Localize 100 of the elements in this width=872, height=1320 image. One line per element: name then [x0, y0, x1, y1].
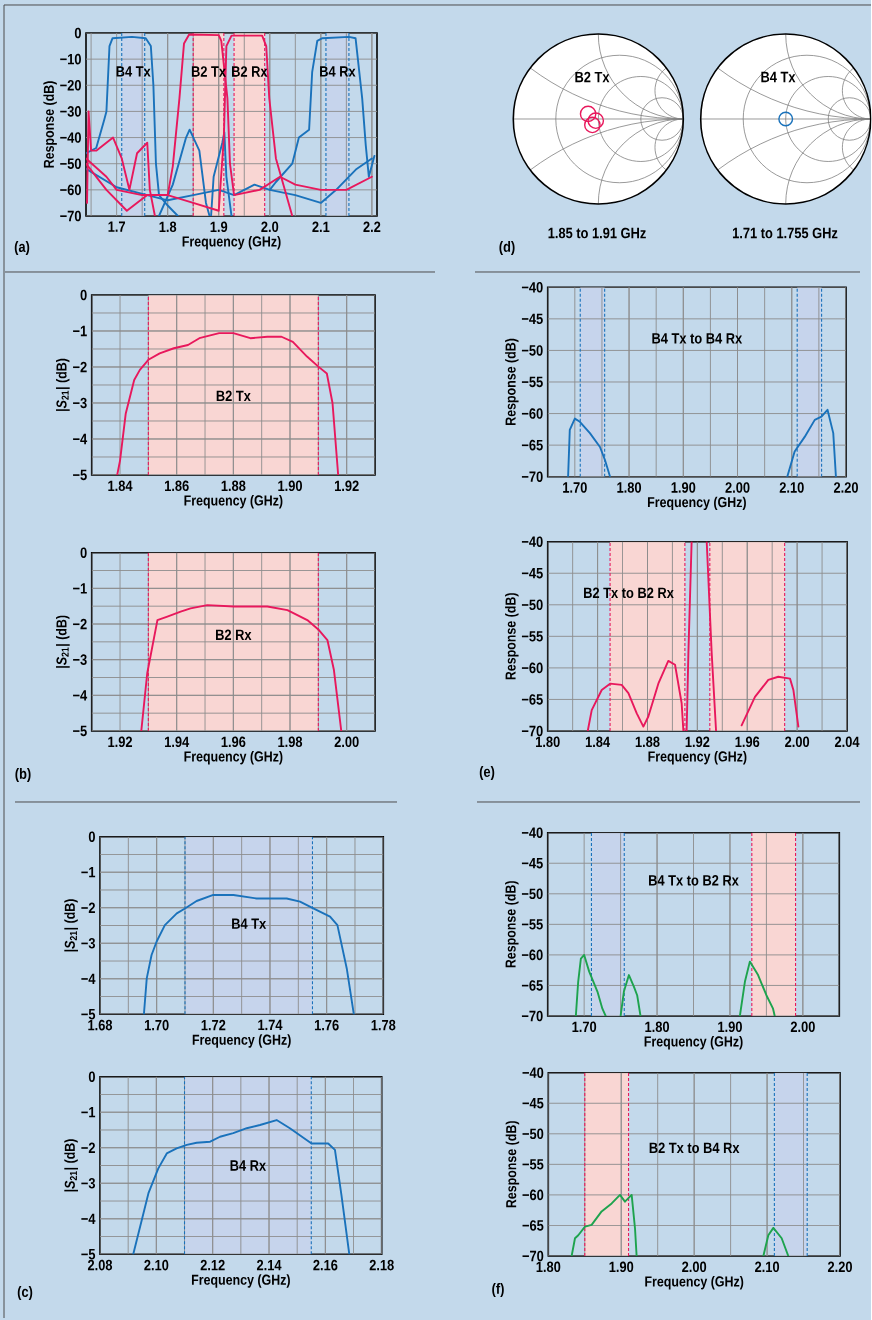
x-tick-label: 1.90 [278, 480, 303, 492]
y-tick-label: −45 [522, 1098, 544, 1109]
x-tick-label: 1.8 [159, 221, 177, 233]
y-axis-title: |S$_{21}$| (dB) [64, 1139, 79, 1192]
x-tick-label: 1.92 [685, 736, 710, 748]
text: (b) [15, 768, 31, 782]
y-tick-label: −60 [522, 408, 543, 419]
x-tick-label: 1.84 [586, 736, 611, 748]
y-tick-label: −3 [81, 1177, 96, 1189]
y-tick-label: −50 [522, 888, 543, 900]
y-tick-label: −1 [81, 1107, 96, 1118]
y-tick-label: −40 [522, 1067, 544, 1078]
y-axis-title: Response (dB) [43, 81, 58, 168]
band-label: B4 Rx [320, 66, 356, 77]
y-tick-label: −1 [81, 867, 96, 878]
x-tick-label: 2.20 [828, 1261, 853, 1273]
band-label: B4 Tx [116, 66, 151, 77]
text: (e) [480, 766, 495, 780]
y-tick-label: 0 [80, 547, 87, 558]
y-tick-label: −65 [522, 1220, 544, 1231]
text: B4 Tx [761, 71, 796, 83]
y-tick-label: −1 [73, 583, 88, 594]
annotation: B4 Tx to B4 Rx [652, 333, 743, 344]
x-tick-label: 1.88 [221, 480, 246, 492]
y-tick-label: −55 [522, 919, 544, 930]
y-tick-label: −3 [73, 654, 87, 665]
x-tick-label: 1.70 [572, 1021, 597, 1033]
x-axis-title: Frequency (GHz) [648, 496, 747, 511]
y-axis-title: |S$_{21}$| (dB) [64, 899, 79, 952]
x-tick-label: 1.72 [201, 1019, 226, 1031]
x-tick-label: 2.0 [261, 221, 279, 233]
y-tick-label: −40 [60, 132, 82, 143]
band-label: B4 Tx [232, 918, 267, 929]
y-axis-title: |S$_{21}$| (dB) [56, 358, 70, 411]
x-tick-label: 1.9 [210, 221, 228, 233]
y-tick-label: −60 [60, 184, 82, 196]
y-tick-label: −3 [73, 397, 87, 409]
y-tick-label: −65 [522, 439, 544, 451]
x-tick-label: 2.16 [313, 1259, 338, 1271]
x-tick-label: 2.12 [200, 1259, 225, 1271]
y-tick-label: 0 [75, 27, 82, 39]
x-tick-label: 2.14 [257, 1259, 282, 1271]
y-tick-label: −2 [81, 902, 96, 913]
x-tick-label: 1.90 [718, 1021, 743, 1033]
x-axis-title: Frequency (GHz) [648, 750, 747, 765]
x-tick-label: 1.84 [108, 480, 133, 492]
y-tick-label: −65 [522, 980, 544, 991]
y-tick-label: −4 [73, 690, 88, 701]
text: 1.71 to 1.755 GHz [733, 227, 838, 239]
x-axis-title: Frequency (GHz) [192, 1274, 291, 1288]
y-tick-label: −2 [81, 1142, 96, 1153]
y-tick-label: −55 [522, 1159, 544, 1170]
y-axis-title: |S$_{21}$| (dB) [56, 615, 70, 668]
x-tick-label: 2.00 [334, 736, 359, 748]
y-tick-label: −70 [522, 1010, 543, 1022]
text: 1.85 to 1.91 GHz [548, 227, 647, 239]
y-tick-label: −60 [522, 949, 543, 961]
band-label: B4 Rx [230, 1160, 267, 1171]
x-tick-label: 1.90 [609, 1261, 634, 1273]
x-tick-label: 1.94 [165, 736, 190, 748]
x-tick-label: 1.88 [636, 736, 660, 748]
y-tick-label: −70 [522, 725, 543, 737]
x-tick-label: 1.76 [315, 1019, 339, 1031]
x-tick-label: 1.96 [221, 736, 246, 748]
x-axis-title: Frequency (GHz) [193, 1034, 291, 1048]
x-tick-label: 2.10 [144, 1259, 169, 1271]
x-tick-label: 1.90 [671, 482, 696, 493]
y-tick-label: −2 [73, 618, 87, 630]
x-tick-label: 2.08 [88, 1259, 113, 1271]
band-label: B2 Rx [216, 629, 252, 640]
y-tick-label: −70 [60, 210, 82, 222]
y-tick-label: −3 [81, 937, 96, 949]
y-axis-title: Response (dB) [505, 1121, 520, 1208]
x-axis-title: Frequency (GHz) [184, 494, 283, 509]
y-axis-title: Response (dB) [505, 881, 519, 968]
y-tick-label: −50 [522, 345, 543, 356]
y-tick-label: 0 [89, 1071, 96, 1082]
x-tick-label: 1.80 [617, 482, 642, 493]
x-tick-label: 2.00 [682, 1261, 707, 1273]
y-tick-label: −5 [73, 469, 88, 481]
x-axis-title: Frequency (GHz) [644, 1035, 743, 1050]
y-tick-label: −4 [81, 1213, 96, 1224]
x-tick-label: 1.80 [536, 1261, 561, 1273]
text: (c) [18, 1286, 33, 1300]
x-tick-label: 1.78 [371, 1019, 396, 1031]
band-label: B2 Tx [216, 390, 251, 402]
x-tick-label: 1.80 [645, 1021, 670, 1033]
x-tick-label: 1.92 [335, 480, 359, 492]
text: (d) [499, 241, 515, 255]
text: (a) [15, 241, 30, 255]
y-tick-label: −2 [73, 361, 87, 373]
y-tick-label: −10 [60, 53, 82, 65]
y-tick-label: −30 [60, 106, 82, 117]
x-tick-label: 2.1 [312, 221, 330, 232]
x-tick-label: 2.00 [785, 736, 810, 748]
x-axis-title: Frequency (GHz) [184, 750, 283, 765]
x-tick-label: 2.10 [755, 1261, 780, 1273]
y-tick-label: −5 [81, 1009, 96, 1020]
y-axis-title: Response (dB) [505, 593, 519, 680]
y-tick-label: −55 [522, 631, 544, 642]
